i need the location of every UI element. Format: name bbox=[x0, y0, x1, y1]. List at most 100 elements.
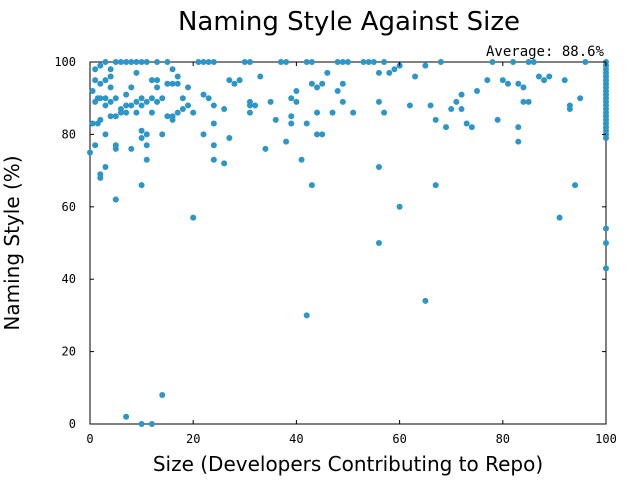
data-point bbox=[205, 95, 212, 102]
data-point bbox=[319, 131, 326, 138]
data-point bbox=[561, 77, 568, 84]
data-point bbox=[97, 62, 104, 69]
data-point bbox=[350, 109, 357, 116]
y-tick-label: 80 bbox=[62, 127, 76, 141]
data-point bbox=[195, 59, 202, 65]
data-point bbox=[484, 77, 491, 84]
data-point bbox=[303, 59, 310, 65]
data-point bbox=[603, 225, 609, 232]
data-point bbox=[138, 127, 145, 134]
data-point bbox=[138, 59, 145, 65]
data-point bbox=[339, 80, 346, 87]
data-point bbox=[494, 116, 501, 123]
average-annotation: Average: 88.6% bbox=[486, 44, 605, 60]
data-point bbox=[515, 124, 522, 131]
data-point bbox=[603, 240, 609, 246]
data-point bbox=[370, 59, 377, 65]
data-point bbox=[463, 120, 470, 127]
data-point bbox=[200, 59, 207, 65]
data-point bbox=[169, 66, 176, 73]
data-point bbox=[375, 69, 382, 76]
data-point bbox=[365, 59, 372, 65]
data-point bbox=[143, 59, 150, 65]
y-axis-label: Naming Style (%) bbox=[0, 155, 24, 330]
data-point bbox=[133, 59, 140, 65]
data-point bbox=[262, 145, 269, 152]
data-point bbox=[117, 106, 124, 113]
data-point bbox=[499, 77, 506, 84]
data-point bbox=[154, 84, 161, 91]
data-point bbox=[329, 109, 336, 116]
data-point bbox=[525, 98, 532, 105]
data-point bbox=[210, 59, 217, 65]
data-point bbox=[308, 80, 315, 87]
x-tick-label: 0 bbox=[86, 432, 93, 446]
data-point bbox=[97, 116, 104, 123]
data-point bbox=[89, 120, 96, 127]
data-point bbox=[148, 95, 155, 102]
data-point bbox=[154, 59, 161, 65]
data-point bbox=[102, 102, 109, 109]
x-tick-label: 20 bbox=[186, 432, 200, 446]
data-point bbox=[437, 59, 444, 65]
data-point bbox=[159, 95, 166, 102]
data-point bbox=[288, 120, 295, 127]
data-point bbox=[226, 135, 233, 142]
data-point bbox=[133, 69, 140, 76]
data-point bbox=[210, 142, 217, 149]
data-point bbox=[236, 77, 243, 84]
data-point bbox=[375, 240, 382, 246]
data-point bbox=[267, 98, 274, 105]
data-point bbox=[164, 80, 171, 87]
data-point bbox=[164, 113, 171, 120]
data-point bbox=[102, 95, 109, 102]
data-point bbox=[283, 59, 290, 65]
data-point bbox=[190, 214, 197, 221]
data-point bbox=[272, 116, 279, 123]
data-point bbox=[210, 102, 217, 109]
data-point bbox=[293, 98, 300, 105]
data-point bbox=[308, 182, 315, 189]
y-tick-label: 60 bbox=[62, 200, 76, 214]
data-point bbox=[432, 182, 439, 189]
data-point bbox=[148, 77, 155, 84]
data-point bbox=[546, 73, 553, 80]
data-point bbox=[231, 80, 238, 87]
data-point bbox=[210, 156, 217, 163]
data-point bbox=[422, 297, 429, 304]
y-tick-label: 0 bbox=[69, 417, 76, 431]
data-point bbox=[298, 156, 305, 163]
data-point bbox=[474, 87, 480, 94]
data-point bbox=[185, 84, 192, 91]
data-point bbox=[138, 95, 145, 102]
data-point bbox=[185, 102, 192, 109]
data-point bbox=[154, 77, 161, 84]
data-point bbox=[112, 59, 119, 65]
data-point bbox=[293, 87, 300, 94]
data-point bbox=[128, 84, 135, 91]
data-point bbox=[443, 124, 450, 131]
data-point bbox=[375, 163, 382, 170]
data-point bbox=[112, 142, 119, 149]
data-point bbox=[179, 106, 186, 113]
data-point bbox=[102, 163, 109, 170]
y-tick-label: 20 bbox=[62, 345, 76, 359]
data-point bbox=[154, 98, 161, 105]
data-point bbox=[319, 80, 326, 87]
data-point bbox=[345, 59, 351, 65]
data-point bbox=[169, 80, 176, 87]
data-point bbox=[102, 59, 109, 65]
data-point bbox=[200, 131, 207, 138]
data-point bbox=[572, 182, 579, 189]
data-point bbox=[143, 156, 150, 163]
data-point bbox=[339, 59, 346, 65]
data-point bbox=[314, 84, 321, 91]
data-point bbox=[112, 95, 119, 102]
data-point bbox=[510, 59, 517, 65]
data-point bbox=[535, 73, 542, 80]
data-point bbox=[123, 109, 130, 116]
data-point bbox=[107, 113, 114, 120]
data-point bbox=[138, 182, 145, 189]
data-point bbox=[159, 392, 166, 399]
